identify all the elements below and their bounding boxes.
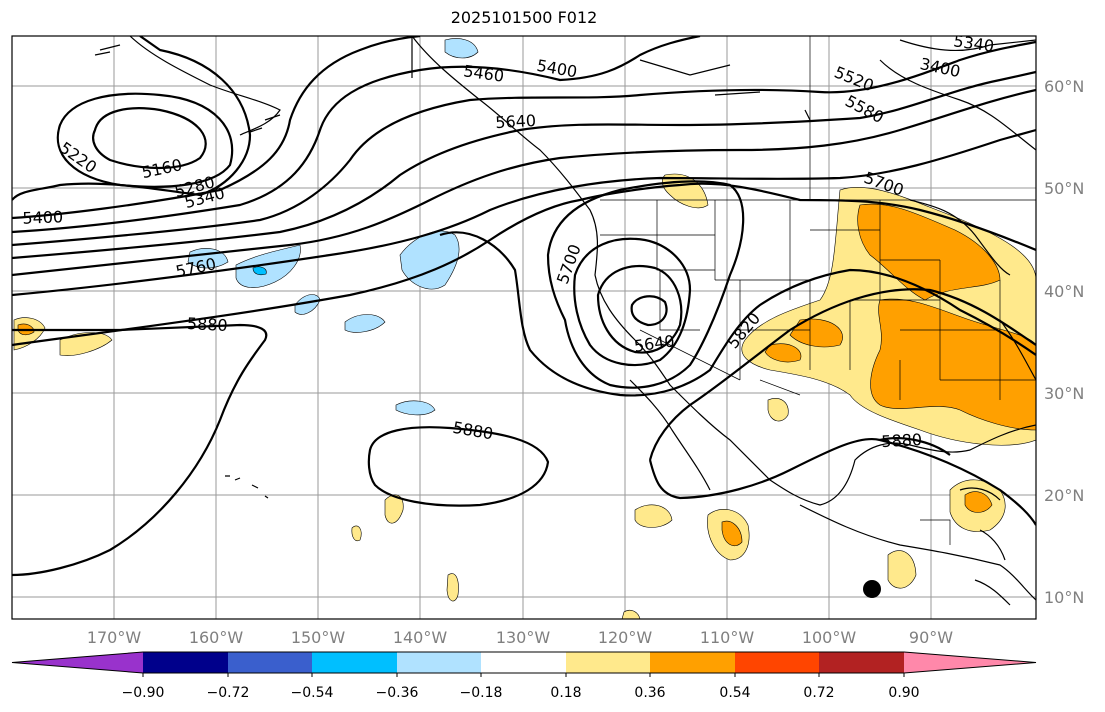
colorbar-tick-label: −0.36 (376, 685, 419, 701)
height-contours (12, 36, 1036, 577)
colorbar-tick-label: −0.18 (460, 685, 503, 701)
contour-label: 5880 (451, 418, 494, 444)
colorbar-tick-label: 0.54 (719, 685, 750, 701)
political-borders (600, 36, 1036, 545)
lon-tick-label: 120°W (598, 628, 653, 647)
lon-axis: 170°W 160°W 150°W 140°W 130°W 120°W 110°… (87, 628, 953, 647)
colorbar-tick-label: −0.72 (207, 685, 250, 701)
lon-tick-label: 100°W (802, 628, 857, 647)
contour-label: 5640 (495, 111, 537, 132)
contour-label: 3400 (918, 54, 962, 81)
contour-label: 5880 (881, 430, 923, 451)
colorbar-swatch (143, 652, 228, 673)
map-area: 5220 5160 5280 5340 5400 5460 5400 5640 … (12, 31, 1036, 619)
contour-label: 5880 (186, 314, 228, 335)
lat-tick-label: 60°N (1044, 77, 1084, 96)
lat-axis: 60°N 50°N 40°N 30°N 20°N 10°N (1044, 77, 1084, 607)
colorbar-swatch (12, 652, 143, 673)
contour-label: 5460 (462, 61, 505, 85)
colorbar-tick-label: 0.72 (803, 685, 834, 701)
contour-label: 5580 (842, 91, 887, 127)
lat-tick-label: 50°N (1044, 179, 1084, 198)
lon-tick-label: 160°W (189, 628, 244, 647)
colorbar-tick-label: 0.36 (634, 685, 665, 701)
colorbar: −0.90 −0.72 −0.54 −0.36 −0.18 0.18 0.36 … (11, 651, 1037, 701)
map-frame (11, 35, 1037, 620)
position-marker (863, 580, 881, 598)
colorbar-swatch (735, 652, 819, 673)
contour-label: 5400 (535, 56, 578, 82)
colorbar-swatch (312, 652, 397, 673)
lon-tick-label: 140°W (393, 628, 448, 647)
colorbar-swatch (228, 652, 312, 673)
lat-tick-label: 30°N (1044, 384, 1084, 403)
colorbar-tick-label: −0.54 (291, 685, 334, 701)
colorbar-ticks: −0.90 −0.72 −0.54 −0.36 −0.18 0.18 0.36 … (122, 685, 920, 701)
coastlines (94, 36, 1036, 606)
colorbar-swatch (650, 652, 735, 673)
contour-label: 5340 (952, 31, 995, 55)
colorbar-swatches (11, 651, 1037, 677)
colorbar-tick-label: 0.90 (888, 685, 919, 701)
colorbar-swatch (397, 652, 481, 673)
contour-label: 5160 (140, 155, 184, 182)
lon-tick-label: 170°W (87, 628, 142, 647)
lat-tick-label: 40°N (1044, 282, 1084, 301)
contour-label: 5760 (174, 254, 218, 281)
lon-tick-label: 150°W (291, 628, 346, 647)
colorbar-tick-label: −0.90 (122, 685, 165, 701)
shaded-fields (13, 38, 1036, 619)
lon-tick-label: 90°W (909, 628, 953, 647)
colorbar-tick-label: 0.18 (550, 685, 581, 701)
colorbar-swatch (481, 652, 566, 673)
lat-tick-label: 10°N (1044, 588, 1084, 607)
lon-tick-label: 130°W (496, 628, 551, 647)
colorbar-swatch (904, 652, 1036, 673)
colorbar-swatch (819, 652, 904, 673)
lon-tick-label: 110°W (700, 628, 755, 647)
map-title: 2025101500 F012 (450, 8, 598, 27)
colorbar-swatch (566, 652, 650, 673)
lat-tick-label: 20°N (1044, 486, 1084, 505)
contour-label: 5400 (22, 207, 63, 227)
